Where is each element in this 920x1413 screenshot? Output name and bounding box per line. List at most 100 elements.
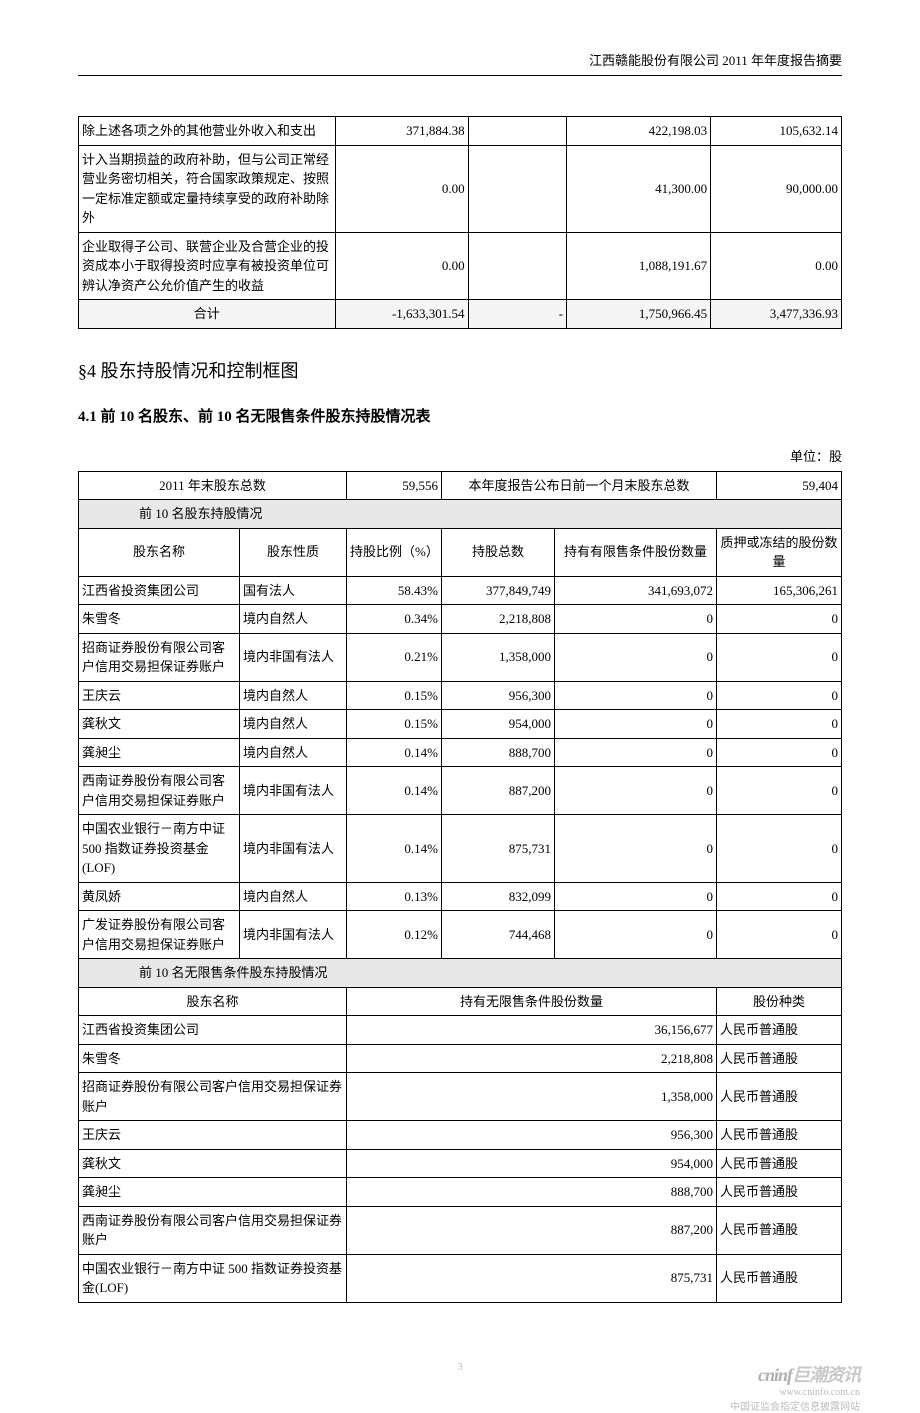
cell: 境内自然人 [240,882,347,911]
cell: 2011 年末股东总数 [79,471,347,500]
page-footer: 3 cninf巨潮资讯 www.cninfo.com.cn 中国证监会指定信息披… [0,1343,920,1413]
cell: 计入当期损益的政府补助，但与公司正常经营业务密切相关，符合国家政策规定、按照一定… [79,145,336,232]
cell: 中国农业银行－南方中证 500 指数证券投资基金(LOF) [79,815,240,883]
cell: 朱雪冬 [79,1044,347,1073]
cell: 0.14% [347,767,442,815]
cell: 1,358,000 [442,633,555,681]
table-row: 江西省投资集团公司36,156,677人民币普通股 [79,1016,842,1045]
table-row: 除上述各项之外的其他营业外收入和支出371,884.38422,198.0310… [79,117,842,146]
subheader-row: 前 10 名无限售条件股东持股情况 [79,959,842,988]
table-row: 黄凤娇境内自然人0.13%832,09900 [79,882,842,911]
cell: 持股比例（%） [347,528,442,576]
cell: 0 [717,882,842,911]
cell: 招商证券股份有限公司客户信用交易担保证券账户 [79,1073,347,1121]
cell: 0 [717,710,842,739]
page-number: 3 [0,1361,920,1373]
cell: 境内非国有法人 [240,767,347,815]
section-4-1-heading: 4.1 前 10 名股东、前 10 名无限售条件股东持股情况表 [78,405,842,426]
cell: 2,218,808 [442,605,555,634]
table-row: 招商证券股份有限公司客户信用交易担保证券账户1,358,000人民币普通股 [79,1073,842,1121]
table-row: 2011 年末股东总数59,556本年度报告公布日前一个月末股东总数59,404 [79,471,842,500]
cell: 0 [717,605,842,634]
table-row: 广发证券股份有限公司客户信用交易担保证券账户境内非国有法人0.12%744,46… [79,911,842,959]
cell: 股份种类 [717,987,842,1016]
cell [468,145,567,232]
cell [468,232,567,300]
cell: 人民币普通股 [717,1016,842,1045]
cell: 58.43% [347,576,442,605]
cell: 黄凤娇 [79,882,240,911]
cell: 江西省投资集团公司 [79,576,240,605]
cell: 165,306,261 [717,576,842,605]
cell: 人民币普通股 [717,1149,842,1178]
cell: 江西省投资集团公司 [79,1016,347,1045]
cell: 0.00 [711,232,842,300]
cell: 0 [717,815,842,883]
cell: 0 [555,633,717,681]
cell: 1,088,191.67 [567,232,711,300]
cninfo-desc: 中国证监会指定信息披露网站 [0,1398,860,1413]
cell: 377,849,749 [442,576,555,605]
cell: 954,000 [442,710,555,739]
cell: 832,099 [442,882,555,911]
cell: 2,218,808 [347,1044,717,1073]
cell: -1,633,301.54 [335,300,468,329]
cell: 除上述各项之外的其他营业外收入和支出 [79,117,336,146]
cell: 龚秋文 [79,710,240,739]
table-row: 计入当期损益的政府补助，但与公司正常经营业务密切相关，符合国家政策规定、按照一定… [79,145,842,232]
cell: 西南证券股份有限公司客户信用交易担保证券账户 [79,1206,347,1254]
cninfo-url: www.cninfo.com.cn [0,1387,860,1398]
cell: 中国农业银行－南方中证 500 指数证券投资基金(LOF) [79,1254,347,1302]
page-header: 江西赣能股份有限公司 2011 年年度报告摘要 [78,50,842,76]
cell: 59,556 [347,471,442,500]
table-row: 龚秋文境内自然人0.15%954,00000 [79,710,842,739]
cell: 广发证券股份有限公司客户信用交易担保证券账户 [79,911,240,959]
cell: 人民币普通股 [717,1121,842,1150]
table-row: 龚昶尘境内自然人0.14%888,70000 [79,738,842,767]
cell: 人民币普通股 [717,1206,842,1254]
cell: 境内自然人 [240,710,347,739]
cell: 341,693,072 [555,576,717,605]
table-row: 企业取得子公司、联营企业及合营企业的投资成本小于取得投资时应享有被投资单位可辨认… [79,232,842,300]
cell: 0.15% [347,710,442,739]
cell: 0.13% [347,882,442,911]
cell: 0 [555,681,717,710]
cell: 人民币普通股 [717,1254,842,1302]
table-row: 中国农业银行－南方中证 500 指数证券投资基金(LOF)境内非国有法人0.14… [79,815,842,883]
cell: 0 [717,911,842,959]
table-row: 股东名称持有无限售条件股份数量股份种类 [79,987,842,1016]
table-row: 中国农业银行－南方中证 500 指数证券投资基金(LOF)875,731人民币普… [79,1254,842,1302]
cell: 59,404 [717,471,842,500]
cell: 西南证券股份有限公司客户信用交易担保证券账户 [79,767,240,815]
cell: 朱雪冬 [79,605,240,634]
cell: 0.12% [347,911,442,959]
cell: 875,731 [347,1254,717,1302]
cell: 持股总数 [442,528,555,576]
cell: 0.00 [335,145,468,232]
cell: 0.15% [347,681,442,710]
table-row: 江西省投资集团公司国有法人58.43%377,849,749341,693,07… [79,576,842,605]
cell: 境内非国有法人 [240,911,347,959]
cell: 国有法人 [240,576,347,605]
cell: 90,000.00 [711,145,842,232]
cell: 0 [555,911,717,959]
cell: 龚昶尘 [79,1178,347,1207]
shareholders-table: 2011 年末股东总数59,556本年度报告公布日前一个月末股东总数59,404… [78,471,842,1303]
cell: 持有无限售条件股份数量 [347,987,717,1016]
cell: 0 [555,738,717,767]
cell: 王庆云 [79,1121,347,1150]
table-row: 西南证券股份有限公司客户信用交易担保证券账户887,200人民币普通股 [79,1206,842,1254]
cell: 股东名称 [79,528,240,576]
cell: 371,884.38 [335,117,468,146]
cell: 0 [717,767,842,815]
cell: 0.00 [335,232,468,300]
cell: 人民币普通股 [717,1178,842,1207]
cell: 境内自然人 [240,738,347,767]
cell: 744,468 [442,911,555,959]
table-row: 王庆云956,300人民币普通股 [79,1121,842,1150]
cell: 887,200 [442,767,555,815]
cell: 本年度报告公布日前一个月末股东总数 [442,471,717,500]
cell: - [468,300,567,329]
cell: 0.14% [347,738,442,767]
cell: 人民币普通股 [717,1044,842,1073]
